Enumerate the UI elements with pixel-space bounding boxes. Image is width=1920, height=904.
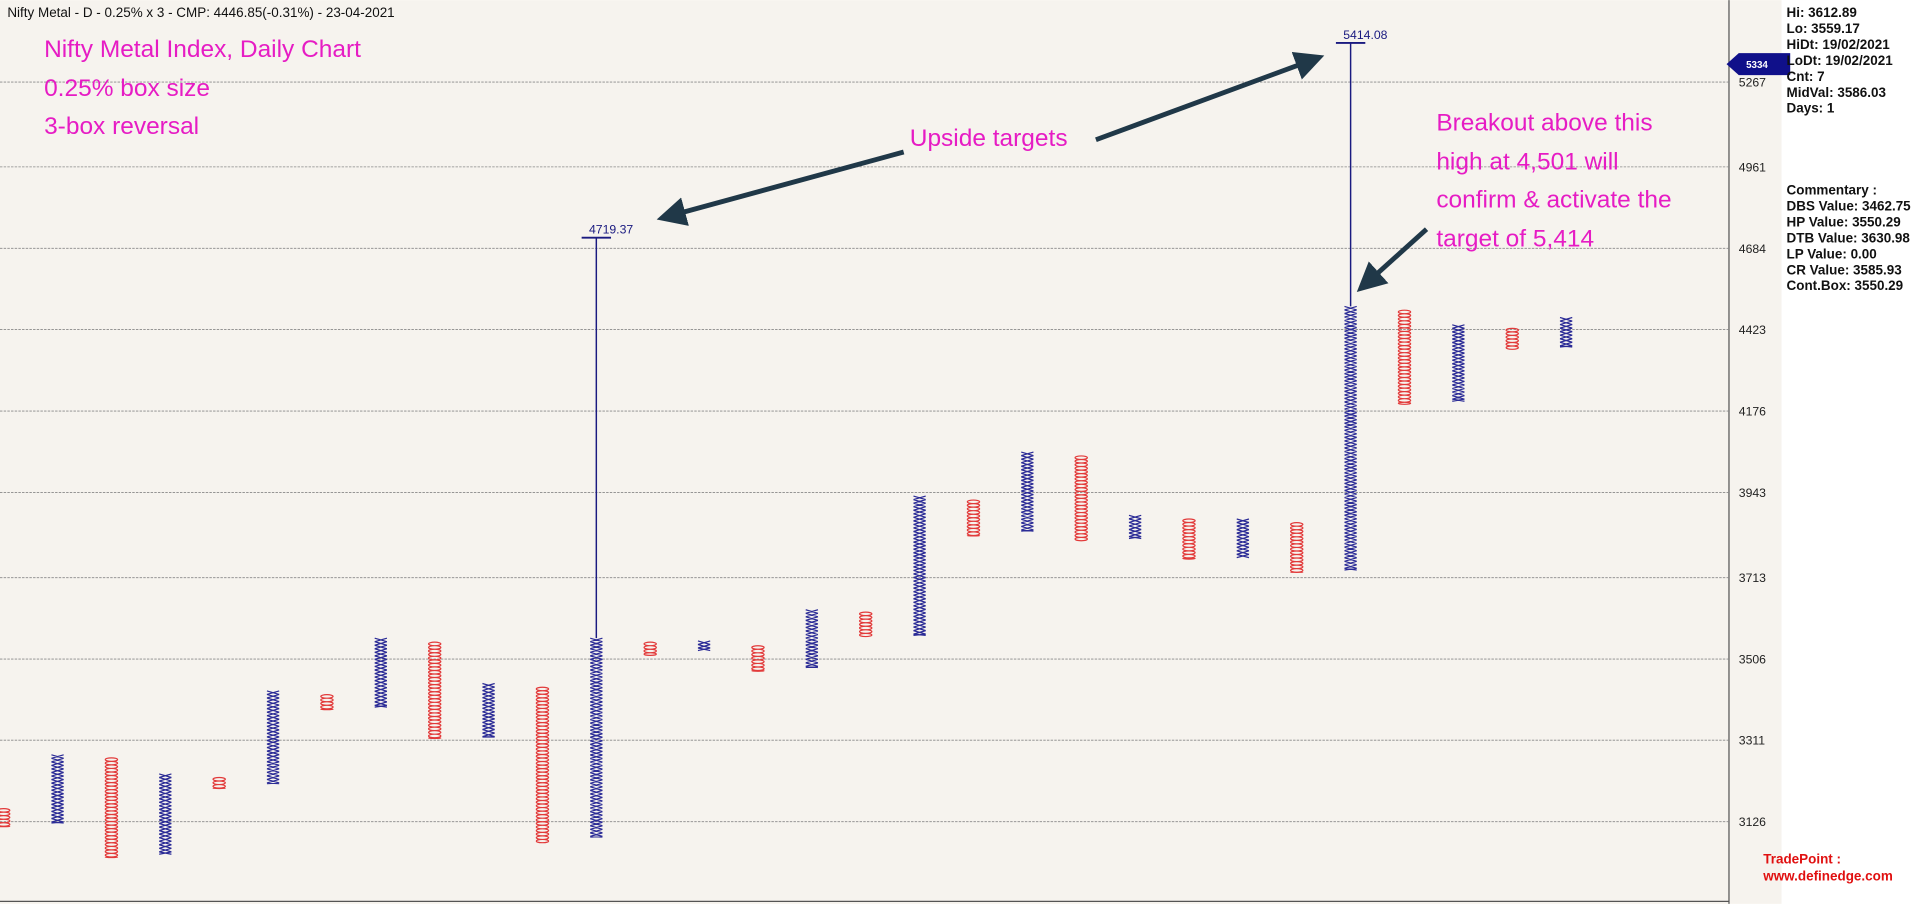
x-column xyxy=(913,495,926,636)
o-column xyxy=(0,807,11,828)
plot-background xyxy=(0,0,1782,904)
o-column xyxy=(212,776,226,790)
o-column xyxy=(643,641,657,657)
arrow xyxy=(656,149,905,226)
commentary: CR Value: 3585.93 xyxy=(1787,262,1902,277)
o-column xyxy=(1290,522,1304,573)
y-tick-label: 3311 xyxy=(1739,734,1766,748)
y-tick-label: 4176 xyxy=(1739,405,1766,419)
x-column xyxy=(1559,316,1573,348)
o-column xyxy=(535,686,550,844)
stat: LoDt: 19/02/2021 xyxy=(1787,53,1894,68)
footer: www.definedge.com xyxy=(1762,868,1893,883)
stat: Days: 1 xyxy=(1787,101,1835,116)
header: Nifty Metal - D - 0.25% x 3 - CMP: 4446.… xyxy=(7,5,394,20)
x-column xyxy=(1236,518,1250,559)
commentary: DBS Value: 3462.75 xyxy=(1787,199,1912,214)
o-column xyxy=(1397,309,1412,405)
x-column xyxy=(266,690,280,785)
x-column xyxy=(697,640,711,652)
x-column xyxy=(1128,514,1142,540)
annotation: confirm & activate the xyxy=(1436,186,1671,213)
o-column xyxy=(966,499,981,537)
y-tick-label: 4423 xyxy=(1739,323,1766,337)
commentary: HP Value: 3550.29 xyxy=(1787,215,1901,230)
o-column xyxy=(1182,518,1196,560)
x-column xyxy=(159,773,172,855)
annotation: Upside targets xyxy=(910,125,1068,152)
commentary: DTB Value: 3630.98 xyxy=(1787,231,1911,246)
y-tick-label: 4961 xyxy=(1739,160,1766,174)
annotation: high at 4,501 will xyxy=(1436,148,1618,175)
o-column xyxy=(320,694,334,711)
y-tick-label: 3713 xyxy=(1739,571,1766,585)
target-label: 5414.08 xyxy=(1343,28,1387,42)
o-column xyxy=(858,611,873,638)
current-price-label: 5334 xyxy=(1746,60,1768,71)
footer: TradePoint : xyxy=(1763,851,1841,866)
y-tick-label: 3126 xyxy=(1739,815,1766,829)
info-panel xyxy=(1781,0,1920,904)
commentary-title: Commentary : xyxy=(1787,183,1877,198)
annotation: target of 5,414 xyxy=(1436,226,1594,253)
target-label: 4719.37 xyxy=(589,223,633,237)
o-column xyxy=(427,641,442,740)
x-column xyxy=(482,682,495,738)
x-column xyxy=(1021,451,1034,532)
arrow xyxy=(1356,227,1429,293)
commentary: Cont.Box: 3550.29 xyxy=(1787,278,1904,293)
o-column xyxy=(1074,455,1088,542)
y-tick-label: 3943 xyxy=(1739,486,1766,500)
o-column xyxy=(1505,327,1519,350)
y-tick-label: 4684 xyxy=(1739,242,1766,256)
arrow xyxy=(1095,51,1325,143)
stat: MidVal: 3586.03 xyxy=(1787,85,1886,100)
x-column xyxy=(1344,305,1357,571)
x-column xyxy=(805,609,819,669)
annotation: Nifty Metal Index, Daily Chart xyxy=(44,36,361,63)
commentary: LP Value: 0.00 xyxy=(1787,246,1877,261)
x-column xyxy=(590,637,603,838)
x-column xyxy=(374,637,388,708)
o-column xyxy=(104,757,119,859)
annotation: 0.25% box size xyxy=(44,75,210,102)
stat: Cnt: 7 xyxy=(1787,69,1825,84)
x-column xyxy=(51,754,64,824)
stat: Lo: 3559.17 xyxy=(1787,21,1860,36)
current-price-tag xyxy=(1726,53,1791,76)
x-column xyxy=(1452,324,1465,402)
o-column xyxy=(751,645,765,672)
annotation: 3-box reversal xyxy=(44,113,199,140)
annotation: Breakout above this xyxy=(1436,109,1652,136)
stat: Hi: 3612.89 xyxy=(1787,5,1857,20)
y-tick-label: 3506 xyxy=(1739,652,1766,666)
y-tick-label: 5267 xyxy=(1739,75,1766,89)
stat: HiDt: 19/02/2021 xyxy=(1787,37,1891,52)
